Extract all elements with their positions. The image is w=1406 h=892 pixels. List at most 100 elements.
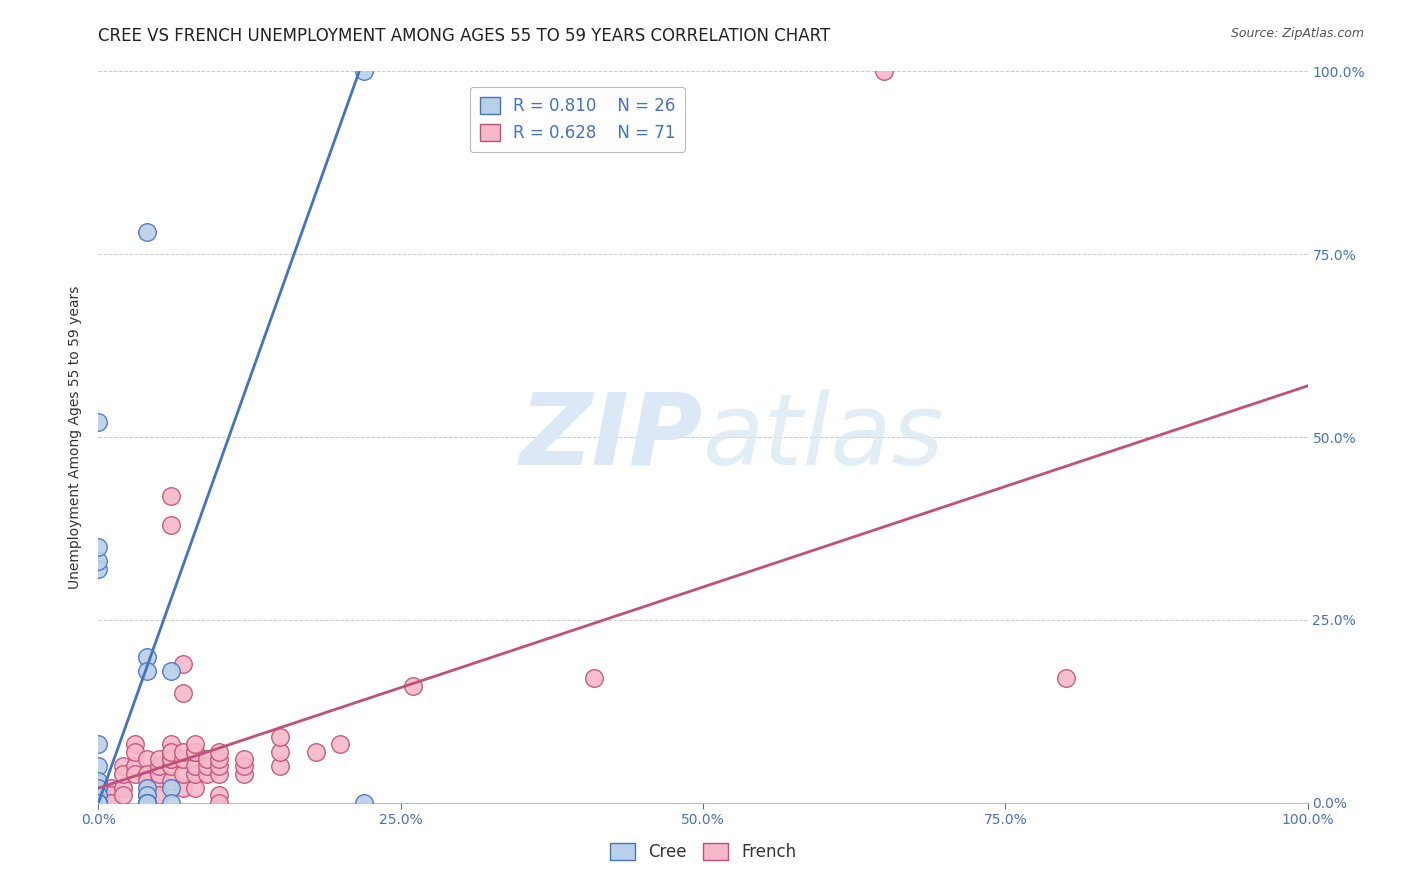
Point — [135, 796, 157, 810]
Point — [160, 752, 183, 766]
Point — [583, 672, 606, 686]
Point — [148, 789, 170, 803]
Point — [195, 766, 218, 780]
Point — [184, 745, 207, 759]
Point — [87, 796, 110, 810]
Point — [172, 657, 194, 671]
Point — [87, 796, 110, 810]
Point — [148, 759, 170, 773]
Point — [208, 745, 231, 759]
Point — [160, 781, 183, 796]
Point — [208, 766, 231, 780]
Point — [87, 789, 110, 803]
Point — [87, 540, 110, 554]
Point — [135, 649, 157, 664]
Point — [329, 737, 352, 751]
Point — [135, 752, 157, 766]
Point — [195, 759, 218, 773]
Point — [87, 781, 110, 796]
Legend: Cree, French: Cree, French — [603, 836, 803, 868]
Point — [208, 789, 231, 803]
Point — [111, 766, 134, 780]
Point — [135, 773, 157, 788]
Point — [87, 416, 110, 430]
Point — [172, 766, 194, 780]
Point — [100, 796, 122, 810]
Point — [184, 737, 207, 751]
Point — [87, 781, 110, 796]
Point — [124, 745, 146, 759]
Point — [208, 752, 231, 766]
Point — [160, 517, 183, 532]
Point — [269, 730, 291, 744]
Point — [124, 766, 146, 780]
Point — [269, 745, 291, 759]
Point — [100, 796, 122, 810]
Point — [87, 796, 110, 810]
Point — [135, 664, 157, 678]
Point — [87, 796, 110, 810]
Point — [172, 781, 194, 796]
Point — [100, 781, 122, 796]
Point — [87, 562, 110, 576]
Point — [208, 796, 231, 810]
Point — [184, 759, 207, 773]
Text: atlas: atlas — [703, 389, 945, 485]
Point — [160, 773, 183, 788]
Point — [353, 64, 375, 78]
Point — [148, 752, 170, 766]
Point — [305, 745, 328, 759]
Point — [160, 752, 183, 766]
Point — [135, 766, 157, 780]
Point — [100, 789, 122, 803]
Point — [269, 759, 291, 773]
Point — [135, 789, 157, 803]
Point — [353, 796, 375, 810]
Point — [232, 759, 254, 773]
Text: CREE VS FRENCH UNEMPLOYMENT AMONG AGES 55 TO 59 YEARS CORRELATION CHART: CREE VS FRENCH UNEMPLOYMENT AMONG AGES 5… — [98, 27, 831, 45]
Point — [160, 489, 183, 503]
Point — [135, 225, 157, 239]
Point — [87, 789, 110, 803]
Point — [124, 737, 146, 751]
Point — [160, 664, 183, 678]
Point — [87, 554, 110, 568]
Point — [87, 789, 110, 803]
Point — [87, 737, 110, 751]
Point — [172, 752, 194, 766]
Point — [87, 796, 110, 810]
Point — [124, 759, 146, 773]
Point — [172, 686, 194, 700]
Point — [135, 789, 157, 803]
Point — [111, 781, 134, 796]
Point — [135, 781, 157, 796]
Point — [135, 796, 157, 810]
Y-axis label: Unemployment Among Ages 55 to 59 years: Unemployment Among Ages 55 to 59 years — [69, 285, 83, 589]
Point — [402, 679, 425, 693]
Point — [184, 781, 207, 796]
Point — [172, 745, 194, 759]
Point — [184, 745, 207, 759]
Point — [160, 737, 183, 751]
Text: Source: ZipAtlas.com: Source: ZipAtlas.com — [1230, 27, 1364, 40]
Point — [208, 759, 231, 773]
Point — [160, 796, 183, 810]
Point — [160, 745, 183, 759]
Point — [87, 773, 110, 788]
Point — [232, 766, 254, 780]
Text: ZIP: ZIP — [520, 389, 703, 485]
Point — [148, 766, 170, 780]
Point — [87, 796, 110, 810]
Point — [873, 64, 896, 78]
Point — [184, 766, 207, 780]
Point — [195, 752, 218, 766]
Point — [87, 796, 110, 810]
Point — [232, 752, 254, 766]
Point — [148, 773, 170, 788]
Point — [111, 759, 134, 773]
Point — [87, 759, 110, 773]
Point — [160, 745, 183, 759]
Point — [160, 759, 183, 773]
Point — [111, 789, 134, 803]
Point — [87, 796, 110, 810]
